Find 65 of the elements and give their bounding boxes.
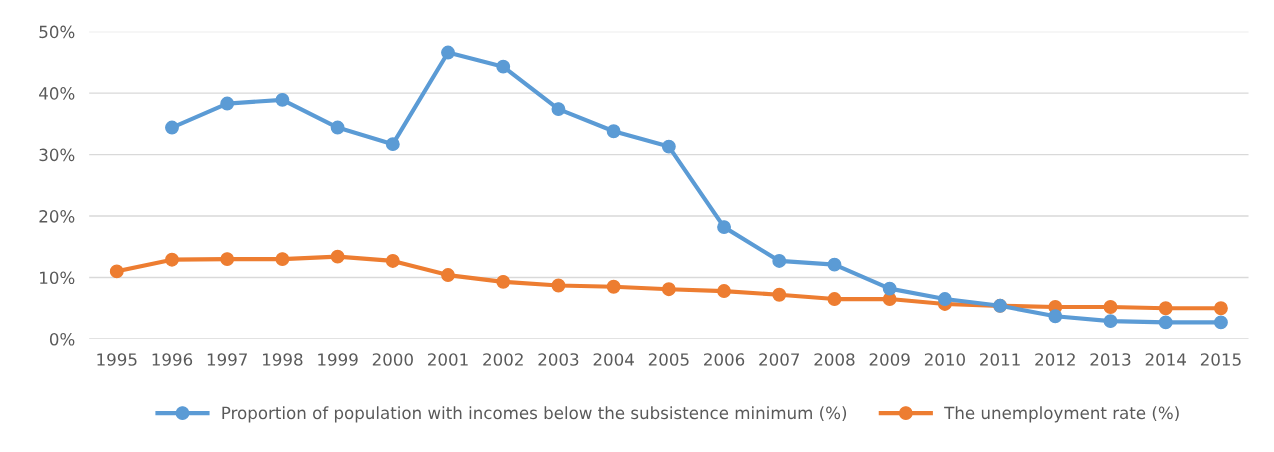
point: [827, 257, 842, 272]
point: [330, 249, 345, 264]
point: [772, 287, 787, 302]
x-tick-label: 2009: [869, 353, 910, 366]
x-tick-label: 2011: [980, 353, 1020, 366]
point: [385, 253, 400, 268]
x-tick-label: 2003: [538, 353, 579, 366]
x-tick-label: 2015: [1200, 353, 1241, 366]
x-tick-label: 2013: [1090, 353, 1131, 366]
point: [661, 139, 676, 154]
point: [109, 264, 124, 279]
point: [1213, 315, 1228, 330]
y-tick-label: 40%: [39, 87, 75, 100]
point: [827, 292, 842, 306]
point: [1103, 314, 1118, 329]
point: [275, 252, 290, 267]
x-tick-label: 2001: [428, 353, 468, 366]
x-tick-label: 1996: [152, 353, 193, 366]
x-tick-label: 2007: [759, 353, 800, 366]
point: [496, 59, 511, 74]
point: [1103, 300, 1118, 314]
point: [606, 279, 621, 294]
point: [220, 252, 235, 267]
point: [1213, 301, 1228, 316]
x-tick-label: 1998: [263, 353, 303, 366]
x-tick-label: 2005: [648, 353, 689, 366]
x-tick-label: 2012: [1035, 353, 1075, 366]
point: [661, 282, 676, 297]
point: [717, 284, 732, 298]
x-tick-label: 2014: [1145, 353, 1186, 366]
legend-label: The unemployment rate (%): [944, 406, 1179, 423]
point: [1158, 301, 1173, 316]
y-tick-label: 30%: [39, 148, 75, 162]
point: [551, 278, 566, 293]
point: [441, 45, 455, 60]
point: [1048, 309, 1063, 324]
x-tick-label: 1997: [207, 353, 247, 366]
point: [772, 253, 787, 268]
point: [165, 120, 179, 135]
point: [606, 124, 621, 139]
x-tick-label: 2008: [814, 353, 855, 366]
x-tick-label: 2010: [924, 353, 965, 366]
point: [220, 96, 235, 111]
point: [496, 274, 511, 289]
x-tick-label: 1999: [318, 353, 358, 366]
point: [330, 120, 345, 135]
point: [1158, 315, 1173, 330]
point: [551, 102, 566, 117]
x-tick-label: 2004: [593, 353, 634, 366]
x-tick-label: 1995: [97, 353, 137, 366]
y-tick-label: 20%: [39, 210, 75, 223]
y-tick-label: 0%: [49, 332, 75, 346]
point: [275, 92, 290, 107]
point: [937, 292, 952, 306]
point: [717, 220, 732, 235]
y-tick-label: 10%: [40, 271, 75, 285]
point: [385, 137, 400, 152]
x-tick-label: 2000: [372, 353, 413, 366]
point: [441, 268, 455, 283]
point: [882, 281, 897, 296]
y-tick-label: 50%: [39, 25, 75, 39]
x-tick-label: 2006: [704, 353, 745, 366]
x-tick-label: 2002: [483, 353, 523, 366]
legend-label: Proportion of population with incomes below the subsistence minimum (%): [222, 406, 847, 423]
point: [165, 252, 179, 267]
